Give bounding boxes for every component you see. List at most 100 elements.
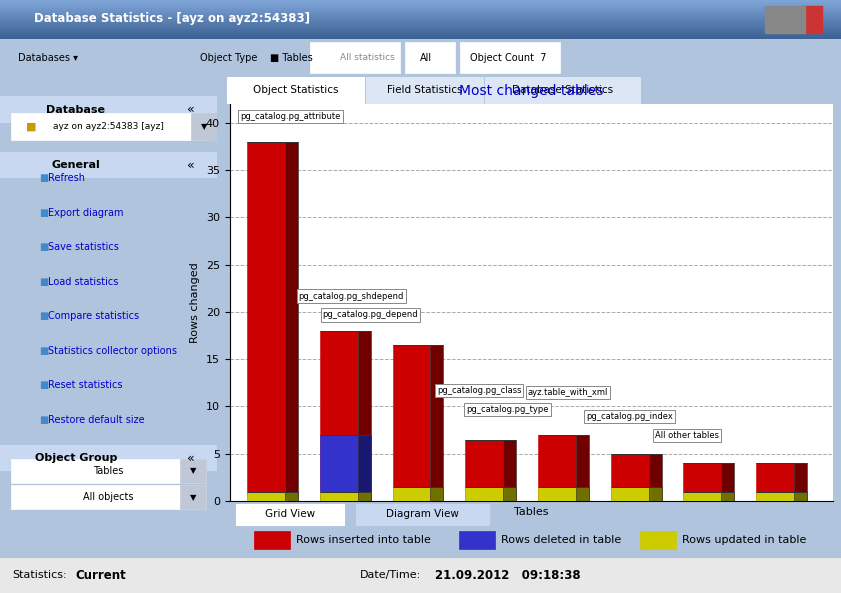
- Bar: [405, 43, 455, 74]
- Text: ayz.table_with_xml: ayz.table_with_xml: [528, 388, 608, 397]
- Bar: [801, 6, 822, 33]
- Bar: [756, 492, 794, 501]
- Text: Load statistics: Load statistics: [48, 277, 118, 286]
- Text: Rows inserted into table: Rows inserted into table: [296, 535, 431, 544]
- Bar: [684, 492, 722, 501]
- Text: ■ Tables: ■ Tables: [270, 53, 313, 63]
- Text: ■: ■: [39, 381, 48, 390]
- Text: X: X: [808, 14, 815, 23]
- Bar: [0, 2, 841, 4]
- Text: Diagram Options: Diagram Options: [24, 570, 129, 581]
- Bar: [310, 43, 400, 74]
- Bar: [227, 77, 364, 104]
- Text: ■: ■: [39, 415, 48, 425]
- Bar: [0, 31, 841, 33]
- Text: 21.09.2012   09:18:38: 21.09.2012 09:18:38: [435, 569, 580, 582]
- Bar: [458, 531, 495, 549]
- Text: Object Group: Object Group: [34, 453, 117, 463]
- Bar: [247, 492, 285, 501]
- Bar: [180, 459, 206, 483]
- Text: ■: ■: [26, 122, 36, 132]
- Bar: [0, 33, 841, 34]
- Title: Most changed tables: Most changed tables: [459, 84, 603, 98]
- Text: ayz on ayz2:54383 [ayz]: ayz on ayz2:54383 [ayz]: [53, 122, 164, 131]
- Text: All statistics: All statistics: [340, 53, 394, 62]
- Text: Databases ▾: Databases ▾: [18, 53, 78, 63]
- Bar: [485, 77, 640, 104]
- Text: Database Statistics - [ayz on ayz2:54383]: Database Statistics - [ayz on ayz2:54383…: [34, 12, 309, 25]
- Text: Restore default size: Restore default size: [48, 415, 145, 425]
- Polygon shape: [285, 142, 298, 501]
- Polygon shape: [357, 331, 371, 501]
- Text: pg_catalog.pg_attribute: pg_catalog.pg_attribute: [241, 112, 341, 121]
- Bar: [393, 345, 431, 501]
- Bar: [320, 435, 357, 501]
- Bar: [0, 37, 841, 39]
- Text: Statistics collector options: Statistics collector options: [48, 346, 177, 356]
- Bar: [247, 142, 285, 501]
- Bar: [465, 439, 503, 501]
- Bar: [0, 152, 217, 178]
- Bar: [0, 27, 841, 29]
- Bar: [0, 562, 217, 589]
- Bar: [0, 0, 841, 2]
- Text: Tables: Tables: [93, 466, 124, 476]
- Polygon shape: [357, 435, 371, 501]
- Bar: [465, 487, 503, 501]
- Text: □: □: [790, 14, 798, 23]
- Text: Field Statistics: Field Statistics: [387, 85, 463, 95]
- Polygon shape: [722, 463, 734, 501]
- Bar: [640, 531, 676, 549]
- Text: pg_catalog.pg_class: pg_catalog.pg_class: [436, 386, 521, 395]
- Text: Export diagram: Export diagram: [48, 208, 124, 218]
- Text: ■: ■: [39, 242, 48, 252]
- Polygon shape: [576, 487, 589, 501]
- Bar: [11, 485, 206, 509]
- Polygon shape: [503, 439, 516, 501]
- Text: Save statistics: Save statistics: [48, 242, 119, 252]
- Text: ▼: ▼: [190, 493, 196, 502]
- Bar: [538, 435, 576, 501]
- Text: Grid View: Grid View: [265, 509, 315, 519]
- Text: pg_catalog.pg_shdepend: pg_catalog.pg_shdepend: [299, 292, 404, 301]
- Polygon shape: [794, 492, 807, 501]
- Text: ▼: ▼: [201, 122, 207, 131]
- Polygon shape: [431, 345, 443, 501]
- Bar: [393, 487, 431, 501]
- Polygon shape: [285, 492, 298, 501]
- Text: «: «: [188, 158, 195, 171]
- Polygon shape: [431, 487, 443, 501]
- Bar: [538, 487, 576, 501]
- Polygon shape: [648, 454, 662, 501]
- Bar: [756, 463, 794, 501]
- Text: —: —: [772, 14, 780, 23]
- Text: All other tables: All other tables: [655, 431, 719, 439]
- Bar: [0, 23, 841, 25]
- Bar: [0, 445, 217, 471]
- Text: Statistics:: Statistics:: [12, 570, 66, 580]
- Bar: [0, 35, 841, 37]
- Bar: [611, 454, 648, 501]
- Text: Diagram View: Diagram View: [386, 509, 459, 519]
- Text: Object Statistics: Object Statistics: [253, 85, 338, 95]
- Bar: [180, 485, 206, 509]
- Text: Database Statistics: Database Statistics: [512, 85, 613, 95]
- Bar: [11, 113, 206, 139]
- Text: Database: Database: [46, 105, 105, 115]
- Bar: [611, 487, 648, 501]
- Text: «: «: [188, 103, 195, 116]
- Bar: [11, 459, 206, 483]
- Bar: [254, 531, 290, 549]
- Text: pg_catalog.pg_type: pg_catalog.pg_type: [466, 405, 548, 414]
- Text: Object Count  7: Object Count 7: [470, 53, 547, 63]
- Bar: [0, 21, 841, 23]
- Bar: [320, 331, 357, 501]
- Bar: [684, 463, 722, 501]
- Bar: [0, 96, 217, 123]
- Bar: [783, 6, 805, 33]
- Text: Rows updated in table: Rows updated in table: [682, 535, 807, 544]
- Text: pg_catalog.pg_index: pg_catalog.pg_index: [586, 412, 673, 420]
- Bar: [0, 15, 841, 17]
- Polygon shape: [794, 463, 807, 501]
- Text: General: General: [51, 160, 100, 170]
